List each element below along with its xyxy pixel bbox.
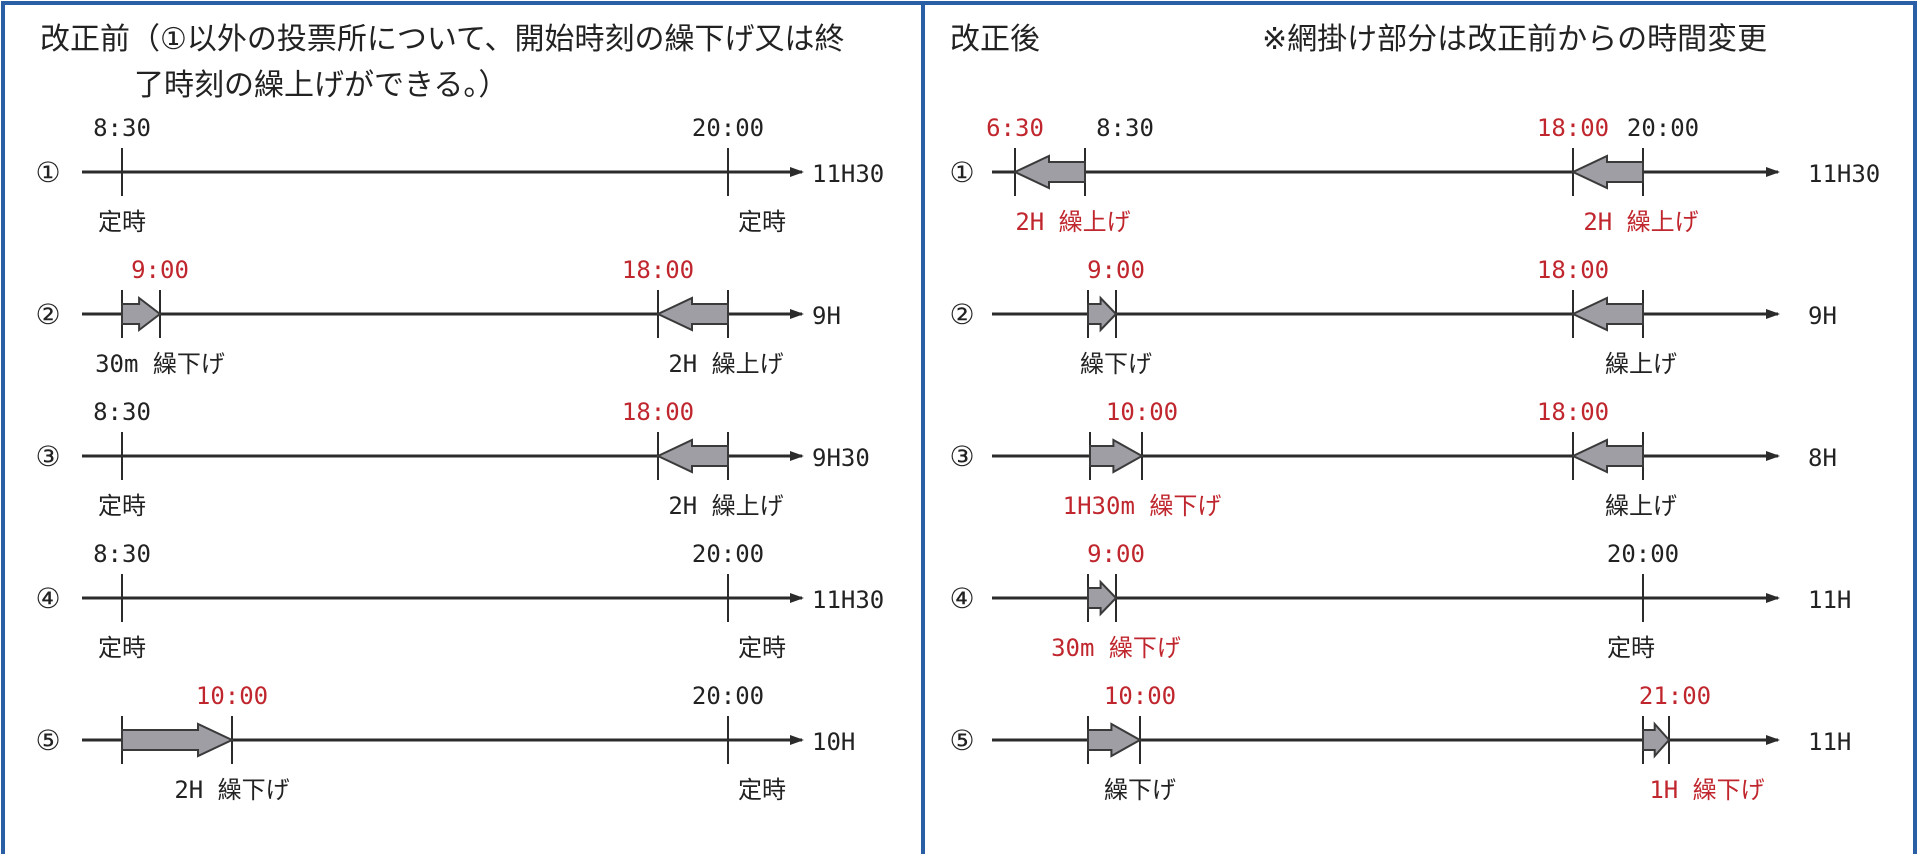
before-row2-start-time: 9:00: [131, 256, 189, 284]
after-row4-marker: ④: [949, 582, 974, 615]
before-row5-duration: 10H: [812, 728, 855, 756]
before-row1-end-time: 20:00: [692, 114, 764, 142]
before-row4-start-time: 8:30: [93, 540, 151, 568]
before-row4-end-label: 定時: [738, 634, 786, 662]
before-row1-marker: ①: [35, 156, 60, 189]
before-title-line2: 了時刻の繰上げができる。）: [134, 68, 509, 103]
before-row3-end-arrow: [655, 438, 729, 474]
before-row3-end-time: 18:00: [622, 398, 694, 426]
before-row3-end-label: 2H 繰上げ: [668, 492, 783, 520]
before-row3-start-label: 定時: [98, 492, 146, 520]
before-title-line1: 改正前（①以外の投票所について、開始時刻の繰下げ又は終: [40, 22, 845, 57]
after-row5-start-arrow: [1087, 722, 1143, 758]
after-row2-start-label: 繰下げ: [1080, 350, 1152, 378]
after-row1-end-label: 2H 繰上げ: [1583, 208, 1698, 236]
panel-after-border: [921, 1, 1917, 854]
after-row1-end-time2: 20:00: [1627, 114, 1699, 142]
after-row2-end-time: 18:00: [1537, 256, 1609, 284]
before-row3-start-time: 8:30: [93, 398, 151, 426]
after-row5-start-label: 繰下げ: [1104, 776, 1176, 804]
after-row1-start-arrow: [1012, 154, 1086, 190]
before-row5-start-time: 10:00: [196, 682, 268, 710]
before-row4-marker: ④: [35, 582, 60, 615]
before-row1-duration: 11H30: [812, 160, 884, 188]
after-row2-end-arrow: [1570, 296, 1644, 332]
before-row3-duration: 9H30: [812, 444, 870, 472]
before-row5-start-label: 2H 繰下げ: [174, 776, 289, 804]
after-row5-end-arrow: [1642, 721, 1671, 759]
after-row3-end-label: 繰上げ: [1605, 492, 1677, 520]
after-row1-end-time: 18:00: [1537, 114, 1609, 142]
after-row3-end-time: 18:00: [1537, 398, 1609, 426]
after-row3-duration: 8H: [1808, 444, 1837, 472]
rows-layer: ① 11H30 8:30 定時 20:00 定時 ② 9H 9:00 30m 繰下げ 18:00 2H…: [35, 114, 1880, 804]
after-row3-marker: ③: [949, 440, 974, 473]
before-row2-duration: 9H: [812, 302, 841, 330]
after-row4-end-label: 定時: [1607, 634, 1655, 662]
after-row1-start-time: 6:30: [986, 114, 1044, 142]
before-row2-start-label: 30m 繰下げ: [95, 350, 225, 378]
before-row5-start-arrow: [121, 722, 235, 758]
before-row1-start-time: 8:30: [93, 114, 151, 142]
after-row4-start-time: 9:00: [1087, 540, 1145, 568]
after-row1-end-arrow: [1570, 154, 1644, 190]
after-row5-end-time: 21:00: [1639, 682, 1711, 710]
before-row4-start-label: 定時: [98, 634, 146, 662]
before-row5-end-label: 定時: [738, 776, 786, 804]
after-row3-start-arrow: [1089, 438, 1145, 474]
after-row4-duration: 11H: [1808, 586, 1851, 614]
after-row3-start-label: 1H30m 繰下げ: [1063, 492, 1222, 520]
after-row3-start-time: 10:00: [1106, 398, 1178, 426]
after-row1-duration: 11H30: [1808, 160, 1880, 188]
after-row2-start-arrow: [1087, 295, 1118, 333]
before-row4-duration: 11H30: [812, 586, 884, 614]
before-row1-start-label: 定時: [98, 208, 146, 236]
after-row5-end-label: 1H 繰下げ: [1649, 776, 1764, 804]
after-note: ※網掛け部分は改正前からの時間変更: [1262, 22, 1768, 57]
after-row4-start-arrow: [1087, 579, 1118, 617]
after-row2-marker: ②: [949, 298, 974, 331]
before-row2-end-time: 18:00: [622, 256, 694, 284]
before-row3-marker: ③: [35, 440, 60, 473]
before-row2-end-label: 2H 繰上げ: [668, 350, 783, 378]
before-row2-end-arrow: [655, 296, 729, 332]
before-row4-end-time: 20:00: [692, 540, 764, 568]
after-row1-start-time2: 8:30: [1096, 114, 1154, 142]
after-row2-duration: 9H: [1808, 302, 1837, 330]
after-row2-start-time: 9:00: [1087, 256, 1145, 284]
before-row2-marker: ②: [35, 298, 60, 331]
after-row3-end-arrow: [1570, 438, 1644, 474]
after-row4-end-time: 20:00: [1607, 540, 1679, 568]
after-row5-marker: ⑤: [949, 724, 974, 757]
before-row2-start-arrow: [121, 295, 162, 333]
before-row1-end-label: 定時: [738, 208, 786, 236]
after-row5-start-time: 10:00: [1104, 682, 1176, 710]
after-row1-start-label: 2H 繰上げ: [1015, 208, 1130, 236]
after-row2-end-label: 繰上げ: [1605, 350, 1677, 378]
after-row5-duration: 11H: [1808, 728, 1851, 756]
after-row1-marker: ①: [949, 156, 974, 189]
after-title: 改正後: [950, 22, 1040, 57]
after-row4-start-label: 30m 繰下げ: [1051, 634, 1181, 662]
before-row5-marker: ⑤: [35, 724, 60, 757]
before-row5-end-time: 20:00: [692, 682, 764, 710]
